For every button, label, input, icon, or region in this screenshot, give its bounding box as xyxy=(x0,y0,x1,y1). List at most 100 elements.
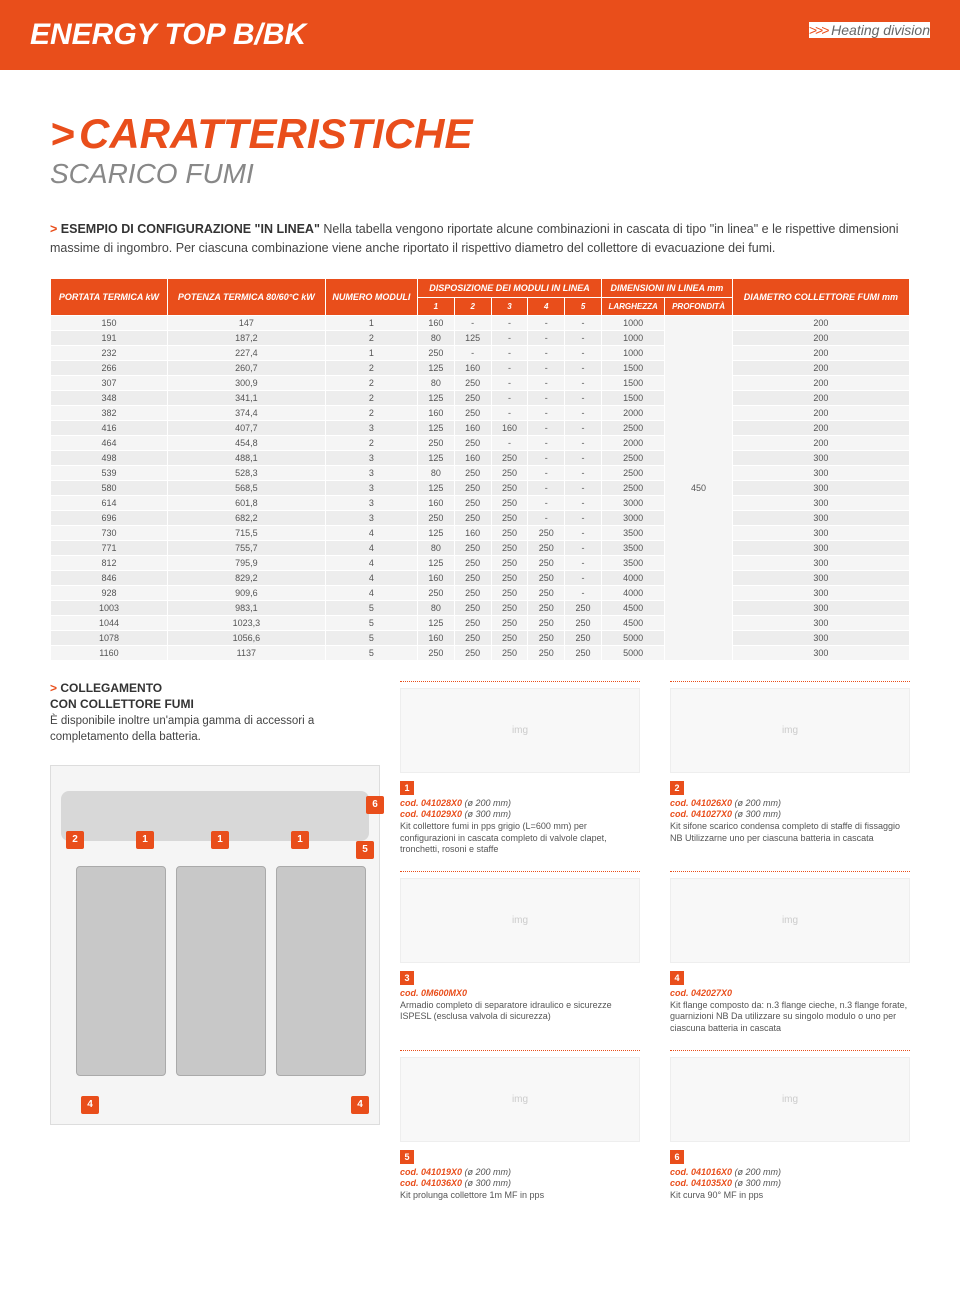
table-cell: 2 xyxy=(325,375,417,390)
table-cell: 300 xyxy=(732,555,909,570)
table-cell: 2500 xyxy=(601,465,664,480)
table-cell: - xyxy=(565,540,602,555)
table-cell: 300 xyxy=(732,465,909,480)
table-cell: 125 xyxy=(418,420,455,435)
table-cell: 3 xyxy=(325,510,417,525)
table-cell: 250 xyxy=(454,615,491,630)
th-profondita: PROFONDITÀ xyxy=(665,297,733,315)
table-row: 498488,13125160250--2500300 xyxy=(51,450,910,465)
table-cell: 250 xyxy=(528,540,565,555)
table-cell: 696 xyxy=(51,510,168,525)
table-cell: 1 xyxy=(325,345,417,360)
config-table: PORTATA TERMICA kW POTENZA TERMICA 80/60… xyxy=(50,278,910,661)
product-card: img5cod. 041019X0 (ø 200 mm)cod. 041036X… xyxy=(400,1050,640,1202)
table-cell: 200 xyxy=(732,330,909,345)
table-cell: 125 xyxy=(418,615,455,630)
product-badge: 4 xyxy=(670,971,684,985)
table-cell: - xyxy=(491,435,528,450)
table-cell: - xyxy=(528,330,565,345)
boiler-unit xyxy=(176,866,266,1076)
table-row: 10781056,651602502502502505000300 xyxy=(51,630,910,645)
table-cell: - xyxy=(565,315,602,330)
product-badge: 6 xyxy=(670,1150,684,1164)
table-cell: 3500 xyxy=(601,540,664,555)
product-image: img xyxy=(670,878,910,963)
table-row: 696682,23250250250--3000300 xyxy=(51,510,910,525)
table-row: 232227,41250----1000200 xyxy=(51,345,910,360)
table-cell: 250 xyxy=(528,585,565,600)
profondita-cell: 450 xyxy=(665,315,733,660)
table-cell: 250 xyxy=(528,525,565,540)
table-cell: 983,1 xyxy=(167,600,325,615)
table-cell: - xyxy=(528,360,565,375)
coll-title1: COLLEGAMENTO xyxy=(60,681,162,695)
table-cell: 2500 xyxy=(601,480,664,495)
table-cell: 407,7 xyxy=(167,420,325,435)
table-row: 812795,94125250250250-3500300 xyxy=(51,555,910,570)
table-cell: 250 xyxy=(454,375,491,390)
table-cell: 3000 xyxy=(601,510,664,525)
table-cell: 3 xyxy=(325,450,417,465)
table-row: 1003983,15802502502502504500300 xyxy=(51,600,910,615)
table-cell: 250 xyxy=(491,585,528,600)
table-cell: 846 xyxy=(51,570,168,585)
table-cell: 150 xyxy=(51,315,168,330)
table-cell: 250 xyxy=(491,615,528,630)
table-cell: - xyxy=(565,360,602,375)
table-cell: 160 xyxy=(418,570,455,585)
table-cell: 909,6 xyxy=(167,585,325,600)
table-cell: 4 xyxy=(325,585,417,600)
table-cell: 601,8 xyxy=(167,495,325,510)
table-cell: - xyxy=(565,390,602,405)
table-cell: 250 xyxy=(454,630,491,645)
main-title: > CARATTERISTICHE xyxy=(50,110,910,158)
table-cell: 771 xyxy=(51,540,168,555)
table-cell: 250 xyxy=(454,555,491,570)
table-row: 348341,12125250---1500200 xyxy=(51,390,910,405)
th-diametro: DIAMETRO COLLETTORE FUMI mm xyxy=(732,278,909,315)
product-badge: 5 xyxy=(400,1150,414,1164)
table-cell: 200 xyxy=(732,360,909,375)
coll-marker: > xyxy=(50,681,57,695)
table-cell: 5 xyxy=(325,645,417,660)
table-row: 928909,64250250250250-4000300 xyxy=(51,585,910,600)
product-code1: cod. 041028X0 (ø 200 mm) xyxy=(400,798,511,808)
boiler-unit xyxy=(276,866,366,1076)
table-cell: 80 xyxy=(418,540,455,555)
callout-1: 1 xyxy=(136,831,154,849)
product-code2: cod. 041036X0 (ø 300 mm) xyxy=(400,1178,511,1188)
product-image: img xyxy=(400,1057,640,1142)
callout-1: 1 xyxy=(291,831,309,849)
table-cell: 3500 xyxy=(601,525,664,540)
table-cell: 200 xyxy=(732,405,909,420)
table-cell: 200 xyxy=(732,435,909,450)
table-cell: 250 xyxy=(528,600,565,615)
title-text: CARATTERISTICHE xyxy=(79,110,473,157)
table-cell: 374,4 xyxy=(167,405,325,420)
table-cell: 250 xyxy=(528,555,565,570)
table-cell: 1000 xyxy=(601,315,664,330)
callout-5: 5 xyxy=(356,841,374,859)
th-larghezza: LARGHEZZA xyxy=(601,297,664,315)
table-row: 266260,72125160---1500200 xyxy=(51,360,910,375)
table-cell: 1 xyxy=(325,315,417,330)
table-cell: 2500 xyxy=(601,450,664,465)
table-cell: 416 xyxy=(51,420,168,435)
table-cell: 4500 xyxy=(601,600,664,615)
collegamento-text: È disponibile inoltre un'ampia gamma di … xyxy=(50,713,380,745)
table-cell: 795,9 xyxy=(167,555,325,570)
product-card: img6cod. 041016X0 (ø 200 mm)cod. 041035X… xyxy=(670,1050,910,1202)
product-card: img3cod. 0M600MX0 Armadio completo di se… xyxy=(400,871,640,1035)
division-text: Heating division xyxy=(831,22,930,38)
table-cell: 160 xyxy=(454,360,491,375)
table-cell: 250 xyxy=(491,600,528,615)
table-cell: 2 xyxy=(325,330,417,345)
table-cell: 3000 xyxy=(601,495,664,510)
table-cell: 250 xyxy=(454,480,491,495)
table-cell: 160 xyxy=(418,405,455,420)
table-cell: 300 xyxy=(732,570,909,585)
table-cell: - xyxy=(528,390,565,405)
table-cell: 125 xyxy=(418,390,455,405)
table-cell: 250 xyxy=(565,615,602,630)
table-cell: 4500 xyxy=(601,615,664,630)
